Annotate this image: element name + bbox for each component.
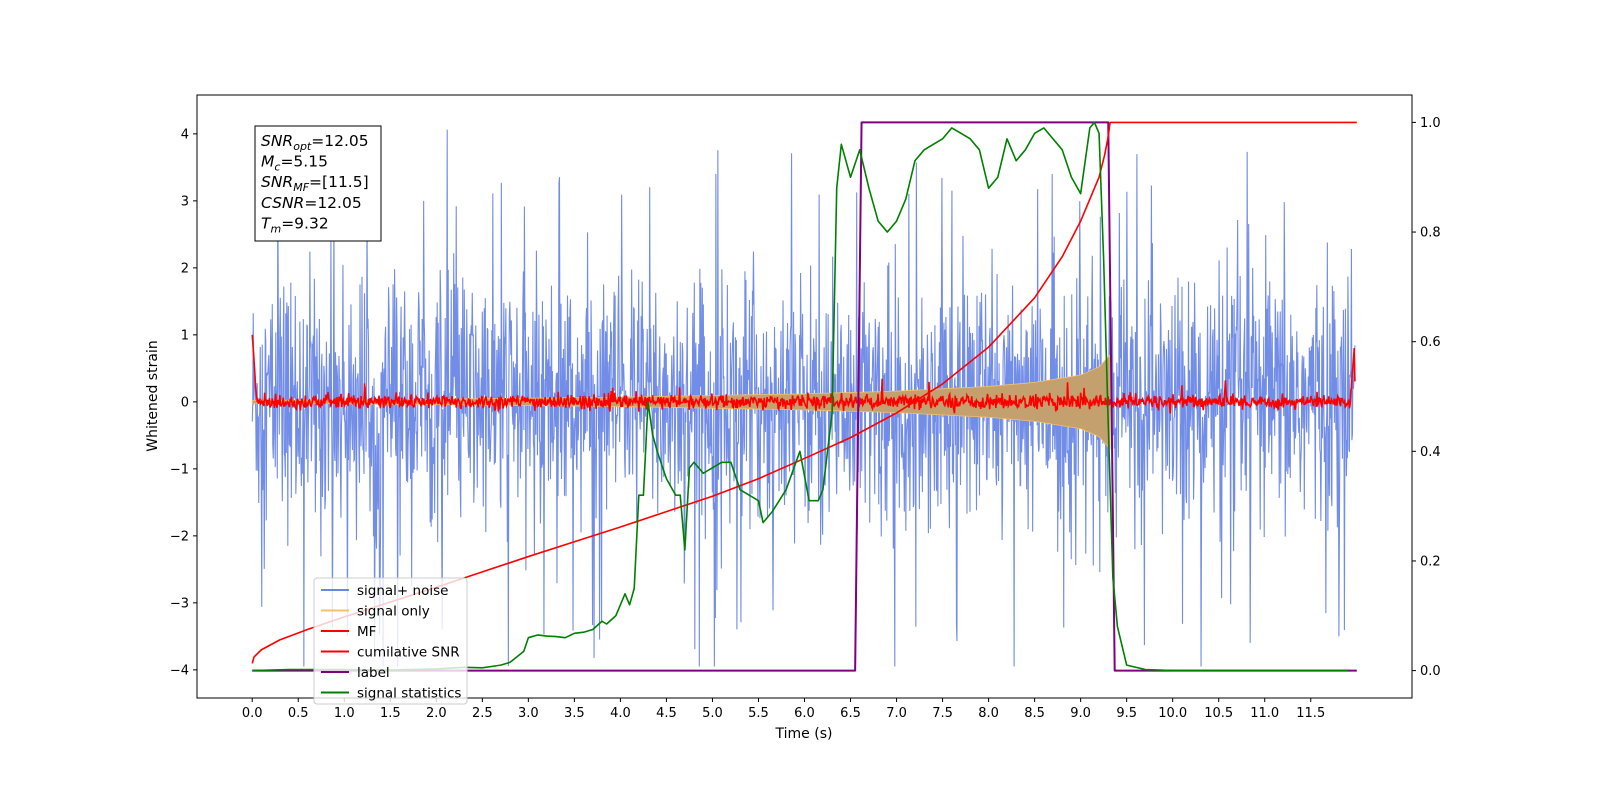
x-tick-label: 6.0 bbox=[794, 706, 815, 721]
x-tick-label: 6.5 bbox=[840, 706, 861, 721]
legend-entry-label: label bbox=[357, 665, 390, 681]
y-right-tick-label: 0.4 bbox=[1420, 445, 1441, 460]
legend-frame bbox=[313, 577, 468, 705]
annotation-box-frame bbox=[254, 125, 382, 242]
x-tick-label: 11.0 bbox=[1250, 706, 1279, 721]
stats-annotation-box: SNRopt=12.05Mc=5.15SNRMF=[11.5]CSNR=12.0… bbox=[254, 125, 382, 242]
series-mf bbox=[251, 334, 1356, 414]
x-tick-label: 0.5 bbox=[288, 706, 309, 721]
x-tick-label: 7.0 bbox=[886, 706, 907, 721]
legend-entry-label: signal statistics bbox=[357, 686, 461, 702]
x-tick-label: 9.0 bbox=[1070, 706, 1091, 721]
y-axis-label: Whitened strain bbox=[145, 340, 161, 451]
x-tick-label: 5.5 bbox=[748, 706, 769, 721]
annotation-line: CSNR=12.05 bbox=[261, 194, 362, 212]
x-axis-label: Time (s) bbox=[775, 726, 833, 742]
y-left-tick-label: 3 bbox=[181, 194, 189, 209]
x-tick-label: 8.0 bbox=[978, 706, 999, 721]
annotation-line: Mc=5.15 bbox=[261, 153, 328, 174]
annotation-line: Tm=9.32 bbox=[261, 214, 329, 235]
y-left-tick-label: −2 bbox=[170, 529, 189, 544]
x-tick-label: 5.0 bbox=[702, 706, 723, 721]
x-axis: 0.0 0.5 1.0 1.5 2.0 2.5 3.0 3.5 4.0 4.5 5.0 5.5 6.0 6… bbox=[242, 698, 1325, 721]
x-tick-label: 3.0 bbox=[518, 706, 539, 721]
x-tick-label: 9.5 bbox=[1116, 706, 1137, 721]
y-right-tick-label: 1.0 bbox=[1420, 116, 1441, 131]
y-right-tick-label: 0.0 bbox=[1420, 664, 1441, 679]
y-left-tick-label: 2 bbox=[181, 261, 189, 276]
annotation-line: SNRMF=[11.5] bbox=[261, 173, 369, 194]
y-left-tick-label: 4 bbox=[181, 127, 189, 142]
x-tick-label: 1.5 bbox=[380, 706, 401, 721]
y-left-tick-label: 1 bbox=[181, 328, 189, 343]
series-signal-statistics bbox=[252, 121, 1348, 672]
x-tick-label: 4.5 bbox=[656, 706, 677, 721]
legend-entry-label: cumilative SNR bbox=[357, 645, 460, 661]
y-right-tick-label: 0.8 bbox=[1420, 226, 1441, 241]
x-tick-label: 3.5 bbox=[564, 706, 585, 721]
y-left-tick-label: 0 bbox=[181, 395, 189, 410]
x-tick-label: 8.5 bbox=[1024, 706, 1045, 721]
x-tick-label: 2.5 bbox=[472, 706, 493, 721]
legend-entry-label: MF bbox=[357, 624, 376, 640]
x-tick-label: 7.5 bbox=[932, 706, 953, 721]
x-tick-label: 11.5 bbox=[1296, 706, 1325, 721]
y-right-tick-label: 0.6 bbox=[1420, 335, 1441, 350]
x-tick-label: 2.0 bbox=[426, 706, 447, 721]
annotation-line: SNRopt=12.05 bbox=[261, 132, 369, 153]
legend: signal+ noise signal only MF cumilative SNR… bbox=[313, 577, 468, 705]
y-left-tick-label: −3 bbox=[170, 596, 189, 611]
right-y-axis: 0.0 0.2 0.4 0.6 0.8 1.0 bbox=[1412, 116, 1441, 679]
series-layer bbox=[251, 121, 1357, 672]
x-tick-label: 0.0 bbox=[242, 706, 263, 721]
x-tick-label: 1.0 bbox=[334, 706, 355, 721]
y-left-tick-label: −1 bbox=[170, 462, 189, 477]
y-left-tick-label: −4 bbox=[170, 663, 189, 678]
left-y-axis: −4 −3 −2 −1 0 1 2 3 4 bbox=[170, 127, 197, 678]
x-tick-label: 4.0 bbox=[610, 706, 631, 721]
legend-entry-label: signal+ noise bbox=[357, 583, 448, 599]
x-tick-label: 10.0 bbox=[1158, 706, 1187, 721]
x-tick-label: 10.5 bbox=[1204, 706, 1233, 721]
legend-entry-label: signal only bbox=[357, 604, 430, 620]
y-right-tick-label: 0.2 bbox=[1420, 554, 1441, 569]
